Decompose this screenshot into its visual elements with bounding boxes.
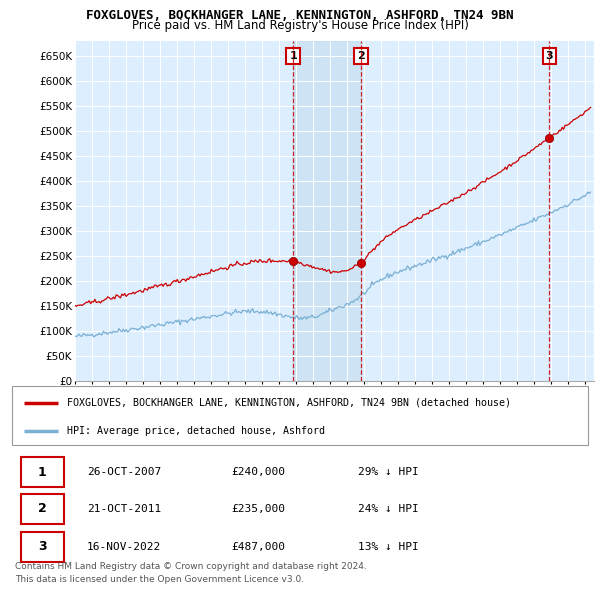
Text: £487,000: £487,000 [231, 542, 285, 552]
Text: 13% ↓ HPI: 13% ↓ HPI [358, 542, 418, 552]
Text: 29% ↓ HPI: 29% ↓ HPI [358, 467, 418, 477]
Text: 24% ↓ HPI: 24% ↓ HPI [358, 504, 418, 514]
Text: 3: 3 [38, 540, 47, 553]
Text: Price paid vs. HM Land Registry's House Price Index (HPI): Price paid vs. HM Land Registry's House … [131, 19, 469, 32]
Text: 2: 2 [357, 51, 365, 61]
Text: Contains HM Land Registry data © Crown copyright and database right 2024.: Contains HM Land Registry data © Crown c… [15, 562, 367, 571]
Text: £240,000: £240,000 [231, 467, 285, 477]
Text: 1: 1 [289, 51, 297, 61]
Text: 21-OCT-2011: 21-OCT-2011 [87, 504, 161, 514]
FancyBboxPatch shape [12, 386, 588, 445]
Text: FOXGLOVES, BOCKHANGER LANE, KENNINGTON, ASHFORD, TN24 9BN: FOXGLOVES, BOCKHANGER LANE, KENNINGTON, … [86, 9, 514, 22]
Text: 3: 3 [545, 51, 553, 61]
FancyBboxPatch shape [20, 494, 64, 524]
Text: £235,000: £235,000 [231, 504, 285, 514]
FancyBboxPatch shape [20, 457, 64, 487]
Text: FOXGLOVES, BOCKHANGER LANE, KENNINGTON, ASHFORD, TN24 9BN (detached house): FOXGLOVES, BOCKHANGER LANE, KENNINGTON, … [67, 398, 511, 408]
FancyBboxPatch shape [20, 532, 64, 562]
Bar [293, 41, 361, 381]
Text: HPI: Average price, detached house, Ashford: HPI: Average price, detached house, Ashf… [67, 426, 325, 435]
Text: 26-OCT-2007: 26-OCT-2007 [87, 467, 161, 477]
Text: 2: 2 [38, 502, 47, 516]
Text: 16-NOV-2022: 16-NOV-2022 [87, 542, 161, 552]
Text: 1: 1 [38, 466, 47, 478]
Text: This data is licensed under the Open Government Licence v3.0.: This data is licensed under the Open Gov… [15, 575, 304, 584]
